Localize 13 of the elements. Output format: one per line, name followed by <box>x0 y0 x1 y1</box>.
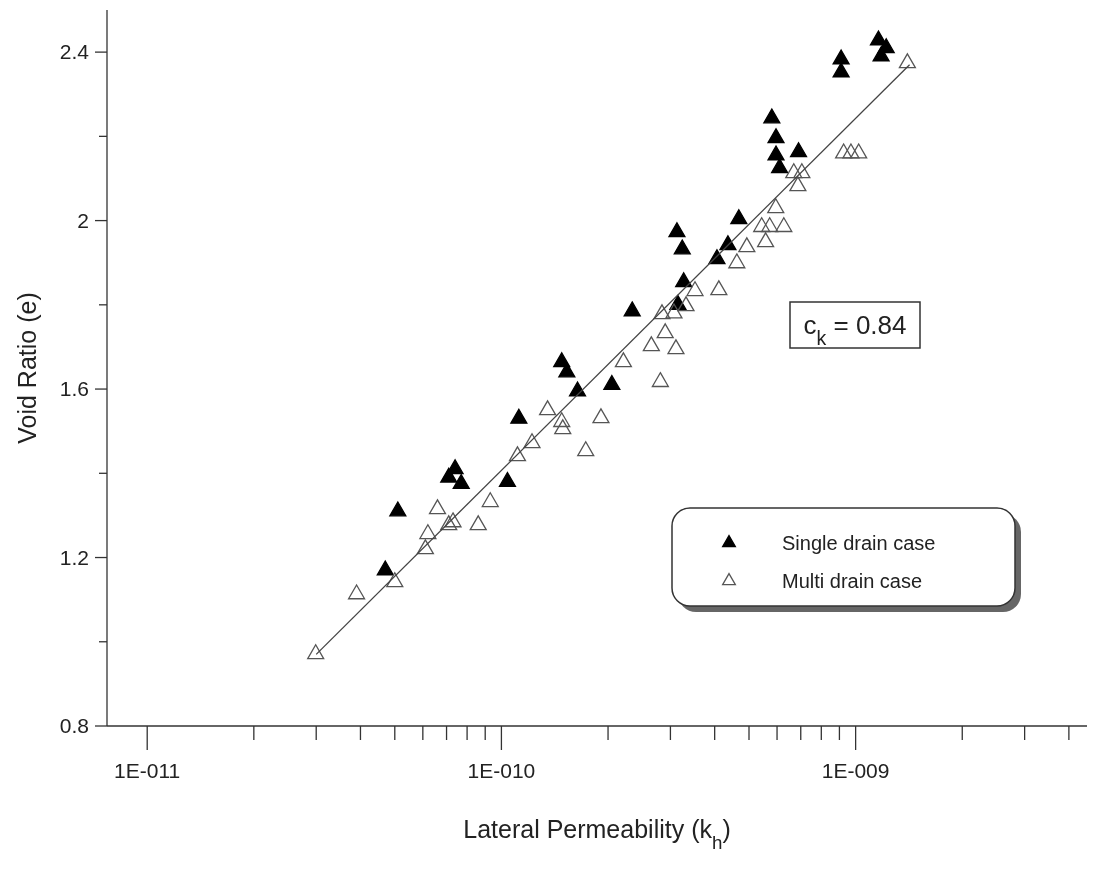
x-tick-label: 1E-010 <box>467 759 536 782</box>
y-tick-label: 1.2 <box>59 545 89 569</box>
x-tick-label: 1E-011 <box>114 759 181 782</box>
legend-label: Single drain case <box>782 532 936 554</box>
y-axis-title: Void Ratio (e) <box>13 292 41 444</box>
x-tick-label: 1E-009 <box>821 759 890 782</box>
legend-label: Multi drain case <box>782 570 923 592</box>
y-tick-label: 0.8 <box>59 714 89 738</box>
y-tick-label: 2.4 <box>59 40 90 64</box>
annotation: c$_{k}$ = 0.84 <box>803 310 907 349</box>
y-tick-label: 1.6 <box>59 377 89 401</box>
x-axis-title: Lateral Permeability (k$_{h}$) <box>463 815 731 853</box>
y-tick-label: 2 <box>77 208 89 232</box>
